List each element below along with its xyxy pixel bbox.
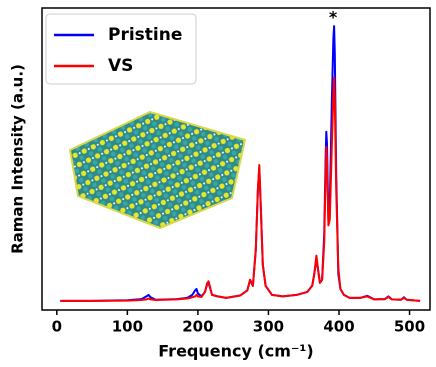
x-tick-label: 500 (394, 318, 425, 336)
legend-label: Pristine (108, 25, 182, 45)
x-axis-label: Frequency (cm⁻¹) (158, 342, 313, 361)
x-tick-label: 400 (323, 318, 354, 336)
x-tick-label: 300 (253, 318, 284, 336)
legend: Pristine VS (46, 14, 196, 84)
structure-inset (70, 112, 245, 228)
legend-label: VS (108, 56, 133, 76)
chart: Pristine VS Frequency (cm⁻¹) Raman Intens… (0, 0, 436, 363)
x-tick-label: 200 (182, 318, 213, 336)
x-tick-label: 0 (52, 318, 62, 336)
peak-annotation: * (329, 8, 338, 27)
x-tick-label: 100 (112, 318, 143, 336)
y-axis-label: Raman Intensity (a.u.) (9, 64, 27, 254)
